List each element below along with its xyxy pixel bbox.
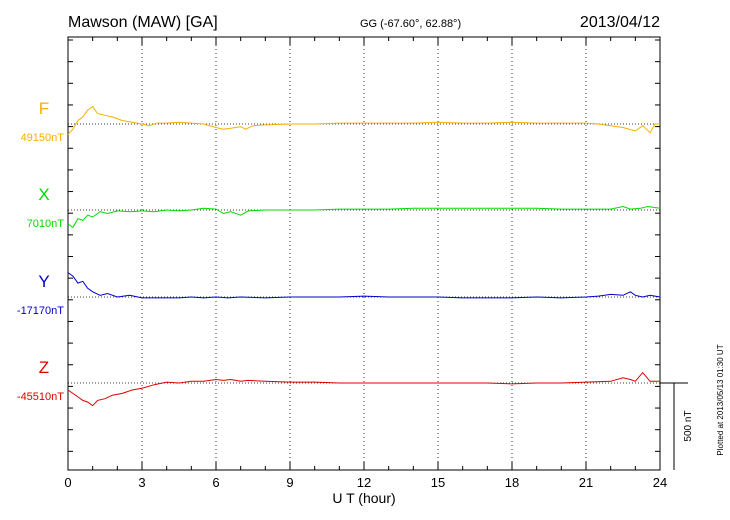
series-labels: F 49150nT X 7010nT Y -17170nT Z -45510nT xyxy=(17,99,64,403)
x-tick-label: 3 xyxy=(138,475,145,490)
x-tick-label: 21 xyxy=(579,475,593,490)
geo-coordinates: GG (-67.60°, 62.88°) xyxy=(360,18,461,30)
series-baseline-z: -45510nT xyxy=(17,391,64,403)
scale-bar: 500 nT xyxy=(660,382,694,470)
series-baseline-x: 7010nT xyxy=(27,218,65,230)
station-title: Mawson (MAW) [GA] xyxy=(68,14,218,31)
series-name-x: X xyxy=(38,185,49,204)
series-line-f xyxy=(67,105,660,135)
tick-layer: 0 3 6 9 12 15 18 21 24 xyxy=(64,37,667,490)
series-name-f: F xyxy=(39,99,49,118)
series-baseline-f: 49150nT xyxy=(21,132,65,144)
x-tick-label: 12 xyxy=(357,475,371,490)
x-tick-label: 0 xyxy=(64,475,71,490)
series-line-x xyxy=(67,205,661,229)
x-tick-label: 6 xyxy=(212,475,219,490)
series-name-y: Y xyxy=(38,272,49,291)
x-tick-label: 15 xyxy=(431,475,445,490)
x-tick-label: 18 xyxy=(505,475,519,490)
series-line-z xyxy=(67,371,660,407)
series-baseline-y: -17170nT xyxy=(17,305,64,317)
plot-date: 2013/04/12 xyxy=(580,14,660,31)
plotted-at-label: Plotted at 2013/05/13 01:30 UT xyxy=(716,344,725,455)
x-tick-label: 24 xyxy=(653,475,667,490)
series-name-z: Z xyxy=(39,358,49,377)
x-axis-label: U T (hour) xyxy=(332,490,395,506)
x-tick-label: 9 xyxy=(286,475,293,490)
series-layer xyxy=(67,105,661,407)
series-line-y xyxy=(67,272,661,299)
grid-layer xyxy=(141,37,587,470)
scale-bar-label: 500 nT xyxy=(683,410,694,441)
